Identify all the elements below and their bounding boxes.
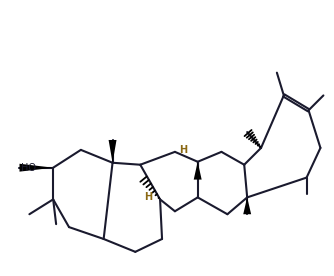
Polygon shape (19, 164, 53, 172)
Polygon shape (109, 140, 117, 163)
Text: H: H (179, 145, 187, 155)
Text: HO: HO (21, 163, 36, 173)
Polygon shape (243, 197, 251, 214)
Text: H: H (144, 192, 152, 202)
Polygon shape (194, 162, 202, 180)
